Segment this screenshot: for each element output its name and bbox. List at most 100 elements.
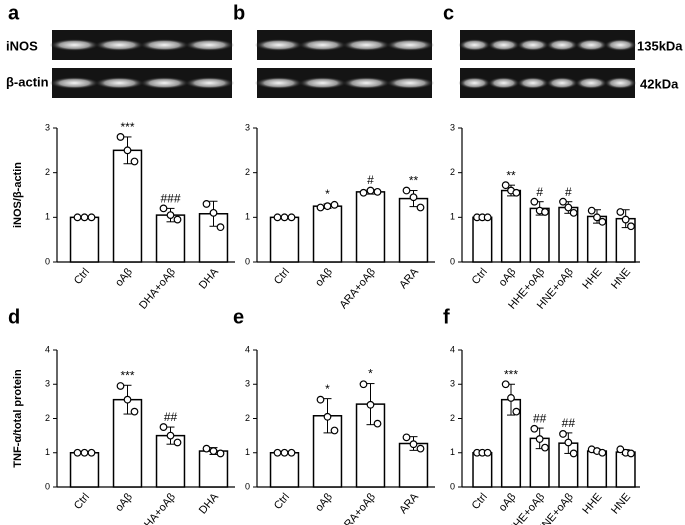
panel-label: e <box>233 306 244 328</box>
data-point <box>73 213 82 222</box>
blot-band <box>184 39 235 51</box>
y-tick-label: 1 <box>245 447 250 457</box>
blot-band <box>546 77 579 89</box>
data-point <box>202 444 211 453</box>
x-tick-label: ARA <box>397 491 421 517</box>
blot-band <box>139 77 190 89</box>
data-point <box>627 449 635 458</box>
data-point <box>159 423 168 431</box>
data-point <box>173 215 182 224</box>
significance: ** <box>409 174 419 188</box>
data-point <box>359 188 368 197</box>
data-point <box>559 430 567 438</box>
bar <box>472 452 493 488</box>
y-tick-label: 1 <box>245 212 250 222</box>
data-point <box>627 222 635 231</box>
data-point <box>366 400 375 409</box>
x-tick-label: HNE <box>609 491 633 517</box>
blot-band <box>298 77 347 89</box>
data-point <box>273 448 282 457</box>
x-tick-label: Ctrl <box>272 491 292 512</box>
data-point <box>512 188 521 197</box>
blot-band <box>487 39 520 51</box>
data-point <box>73 448 82 457</box>
data-point <box>569 449 578 458</box>
x-tick-label: DHA <box>197 491 222 517</box>
blot-band <box>604 77 637 89</box>
data-point <box>512 407 521 416</box>
blot-band <box>49 77 100 89</box>
blot-band <box>298 39 347 51</box>
data-point <box>209 208 218 217</box>
panel-label: f <box>443 306 450 328</box>
significance: * <box>325 187 330 201</box>
data-point <box>80 448 89 457</box>
bar <box>198 450 229 488</box>
panel-label: c <box>443 2 454 24</box>
x-tick-label: Ctrl <box>72 266 92 287</box>
y-tick-label: 0 <box>45 481 50 491</box>
data-point <box>323 202 332 211</box>
bar <box>312 205 343 263</box>
y-tick-label: 0 <box>450 481 455 491</box>
bar <box>269 216 300 263</box>
blot-band <box>575 39 608 51</box>
blot-band <box>254 39 303 51</box>
y-tick-label: 0 <box>450 256 455 266</box>
blot-band <box>604 39 637 51</box>
x-tick-label: DHA <box>197 266 222 292</box>
data-point <box>621 215 630 224</box>
data-point <box>166 211 175 220</box>
significance: ### <box>160 192 180 206</box>
panel-label: a <box>8 2 20 24</box>
blot-band <box>386 39 435 51</box>
data-point <box>616 445 625 454</box>
x-tick-label: Ctrl <box>470 491 490 512</box>
blot-band <box>516 39 549 51</box>
data-point <box>541 443 549 452</box>
significance: * <box>325 382 330 396</box>
x-tick-label: oAβ <box>313 491 335 514</box>
bar <box>615 451 636 488</box>
x-tick-label: oAβ <box>497 266 519 289</box>
significance: *** <box>120 368 134 382</box>
data-point <box>316 203 325 212</box>
panel-label: d <box>8 306 20 328</box>
x-tick-label: Ctrl <box>72 491 92 512</box>
bar <box>500 189 522 263</box>
y-tick-label: 4 <box>450 344 455 354</box>
data-point <box>130 157 139 166</box>
y-tick-label: 4 <box>245 344 250 354</box>
data-point <box>501 181 510 190</box>
x-tick-label: ARA+oAβ <box>337 491 378 525</box>
data-point <box>541 208 549 216</box>
data-point <box>564 438 573 447</box>
x-tick-label: ARA+oAβ <box>337 266 378 311</box>
data-point <box>366 186 375 195</box>
y-tick-label: 3 <box>45 379 50 389</box>
significance: ** <box>506 168 516 182</box>
x-tick-label: HHE <box>580 491 604 517</box>
data-point <box>330 200 339 209</box>
blot-band <box>139 39 190 51</box>
data-point <box>530 197 539 206</box>
y-tick-label: 1 <box>450 447 455 457</box>
data-point <box>330 426 339 435</box>
blot-row-label: iNOS <box>6 38 38 53</box>
data-point <box>280 448 289 457</box>
data-point <box>80 213 89 222</box>
blot-band <box>546 39 579 51</box>
y-tick-label: 3 <box>45 122 50 132</box>
significance: *** <box>120 120 134 134</box>
significance: # <box>536 185 543 199</box>
data-point <box>598 448 607 457</box>
data-point <box>593 213 601 222</box>
data-point <box>166 431 175 440</box>
y-tick-label: 1 <box>450 212 455 222</box>
y-tick-label: 0 <box>45 256 50 266</box>
data-point <box>373 419 382 428</box>
blot-band <box>94 77 145 89</box>
bar <box>269 452 300 488</box>
data-point <box>501 380 510 389</box>
y-tick-label: 2 <box>450 413 455 423</box>
